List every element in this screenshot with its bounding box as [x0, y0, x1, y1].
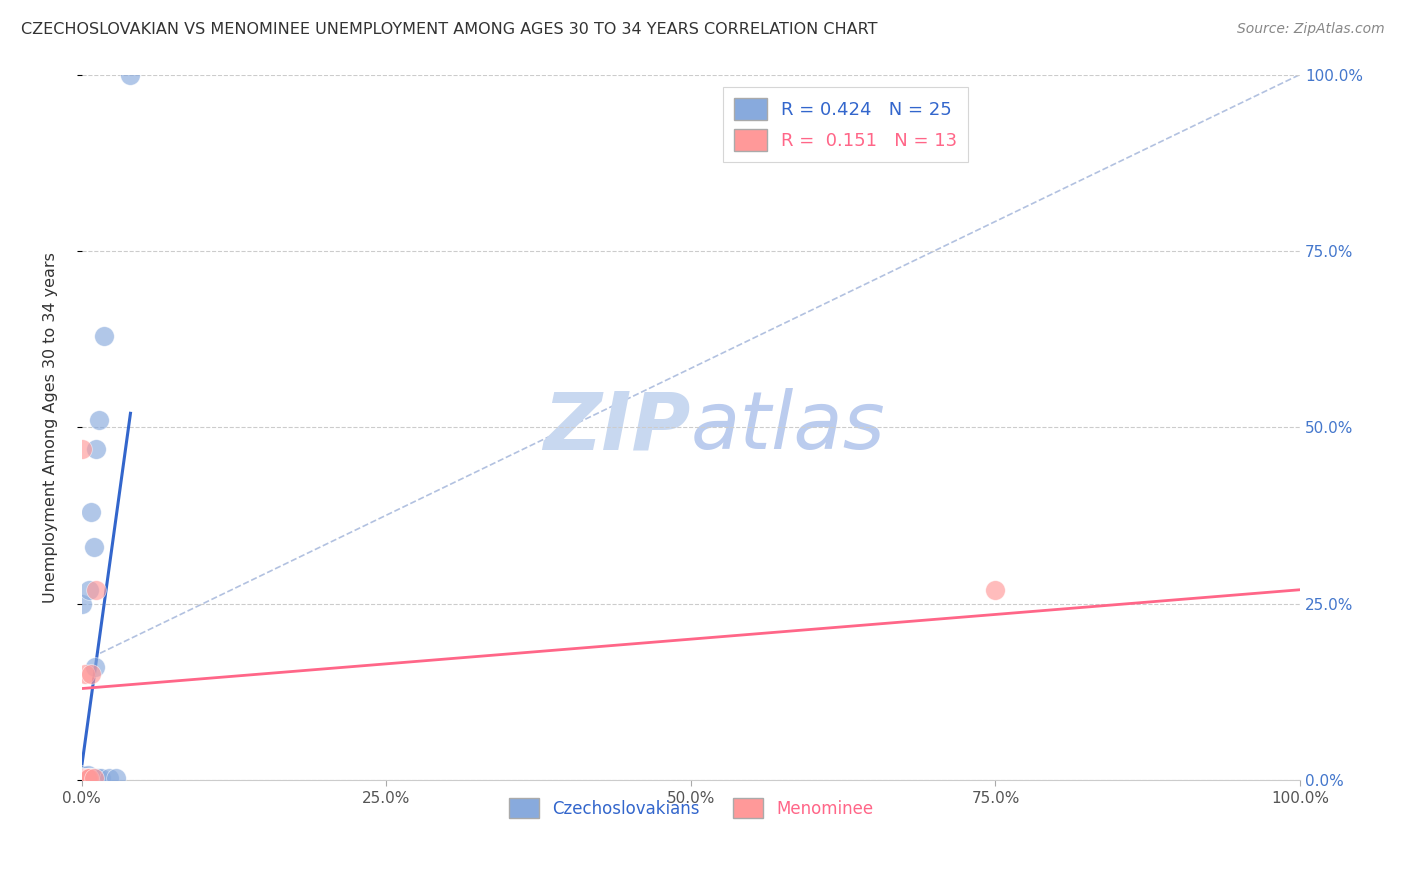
- Text: Source: ZipAtlas.com: Source: ZipAtlas.com: [1237, 22, 1385, 37]
- Point: [90, 771, 112, 785]
- Point: [73, 771, 96, 785]
- Y-axis label: Unemployment Among Ages 30 to 34 years: Unemployment Among Ages 30 to 34 years: [44, 252, 58, 603]
- Point: [75, 667, 97, 681]
- Point: [79, 771, 101, 785]
- Point: [70, 773, 93, 788]
- Point: [83, 771, 105, 785]
- Point: [70, 767, 93, 781]
- Point: [984, 582, 1007, 597]
- Point: [83, 771, 105, 785]
- Legend: Czechoslovakians, Menominee: Czechoslovakians, Menominee: [502, 791, 880, 825]
- Point: [120, 68, 142, 82]
- Point: [77, 771, 100, 785]
- Point: [86, 442, 108, 456]
- Point: [80, 505, 103, 519]
- Point: [80, 667, 103, 681]
- Point: [70, 442, 93, 456]
- Point: [86, 582, 108, 597]
- Text: CZECHOSLOVAKIAN VS MENOMINEE UNEMPLOYMENT AMONG AGES 30 TO 34 YEARS CORRELATION : CZECHOSLOVAKIAN VS MENOMINEE UNEMPLOYMEN…: [21, 22, 877, 37]
- Point: [70, 597, 93, 611]
- Point: [70, 771, 93, 785]
- Point: [70, 773, 93, 788]
- Point: [77, 582, 100, 597]
- Point: [82, 771, 104, 785]
- Point: [75, 771, 97, 785]
- Point: [70, 771, 93, 785]
- Point: [76, 771, 98, 785]
- Point: [77, 771, 100, 785]
- Point: [86, 771, 108, 785]
- Point: [76, 767, 98, 781]
- Text: ZIP: ZIP: [544, 388, 690, 467]
- Point: [84, 660, 107, 674]
- Point: [87, 413, 110, 427]
- Point: [75, 773, 97, 788]
- Point: [76, 771, 98, 785]
- Point: [76, 771, 98, 785]
- Point: [83, 541, 105, 555]
- Text: atlas: atlas: [690, 388, 886, 467]
- Point: [70, 770, 93, 784]
- Point: [97, 771, 120, 785]
- Point: [104, 771, 127, 785]
- Point: [93, 328, 115, 343]
- Point: [76, 771, 98, 785]
